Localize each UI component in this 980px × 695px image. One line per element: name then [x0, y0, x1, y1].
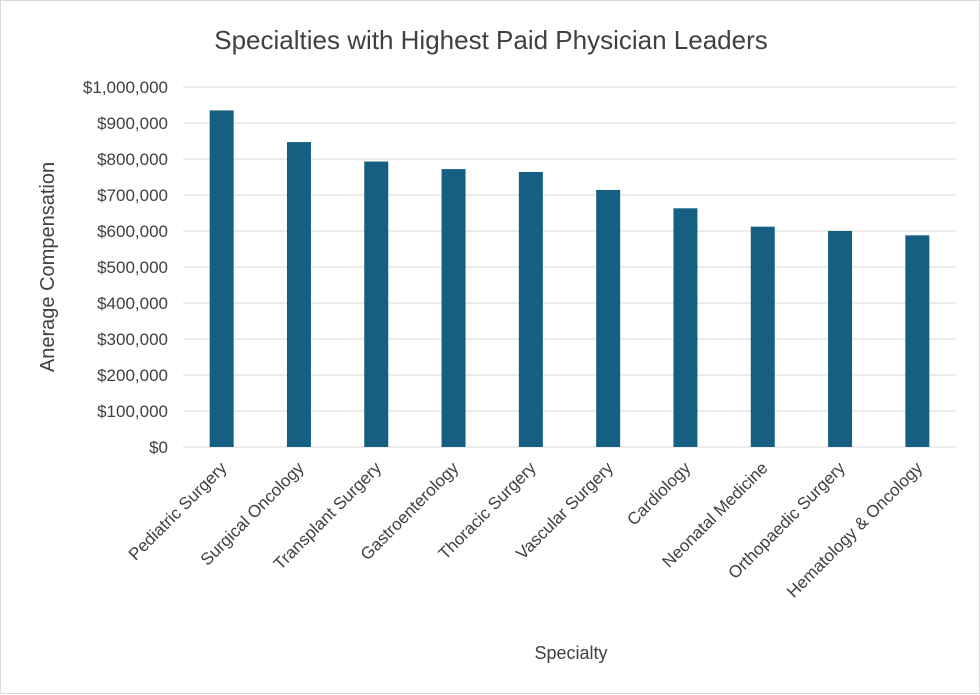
- x-tick-label: Cardiology: [623, 458, 694, 529]
- gridlines: [183, 86, 956, 448]
- y-tick-label: $1,000,000: [83, 78, 168, 97]
- y-tick-label: $800,000: [97, 150, 168, 169]
- bars: [209, 110, 930, 448]
- y-tick-label: $500,000: [97, 258, 168, 277]
- y-tick-label: $900,000: [97, 114, 168, 133]
- chart-title: Specialties with Highest Paid Physician …: [214, 25, 768, 55]
- bar: [364, 161, 389, 447]
- bar: [673, 208, 698, 447]
- y-tick-label: $700,000: [97, 186, 168, 205]
- bar: [596, 189, 621, 447]
- y-tick-label: $600,000: [97, 222, 168, 241]
- bar: [441, 169, 466, 447]
- y-tick-label: $0: [149, 438, 168, 457]
- y-tick-label: $300,000: [97, 330, 168, 349]
- bar: [750, 226, 775, 447]
- bar: [286, 142, 311, 447]
- y-tick-label: $100,000: [97, 402, 168, 421]
- x-tick-label: Hematology & Oncology: [783, 458, 926, 601]
- bar: [905, 235, 930, 447]
- bar: [518, 171, 543, 447]
- y-axis-ticks: $0 $100,000 $200,000 $300,000 $400,000 $500,0…: [83, 78, 168, 457]
- bar: [828, 231, 853, 447]
- x-axis-label: Specialty: [534, 643, 607, 663]
- y-axis-label: Anerage Compensation: [37, 162, 59, 372]
- bar: [209, 110, 234, 448]
- y-tick-label: $200,000: [97, 366, 168, 385]
- y-tick-label: $400,000: [97, 294, 168, 313]
